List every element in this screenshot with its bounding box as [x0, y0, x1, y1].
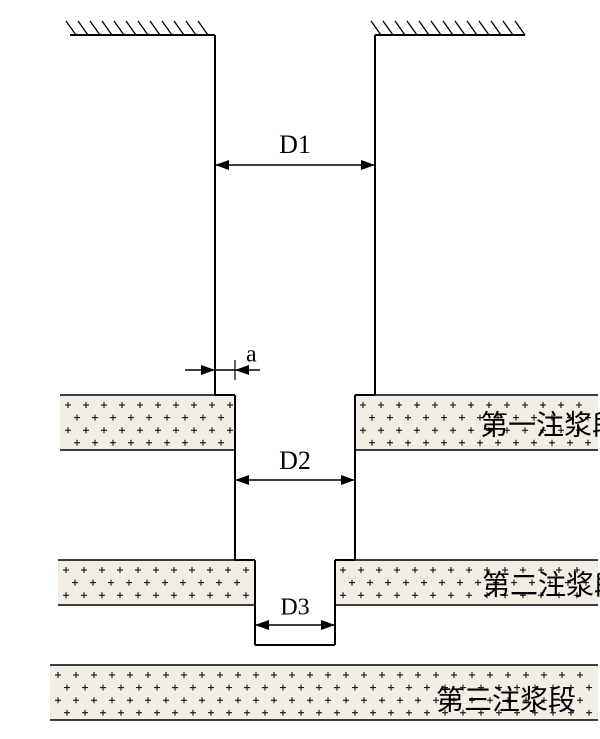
svg-text:第二注浆段: 第二注浆段 — [482, 569, 600, 601]
svg-text:D3: D3 — [280, 595, 309, 621]
svg-text:D2: D2 — [279, 446, 311, 475]
svg-text:第一注浆段: 第一注浆段 — [480, 409, 600, 441]
svg-text:第三注浆段: 第三注浆段 — [436, 684, 576, 716]
svg-text:D1: D1 — [279, 130, 311, 159]
svg-text:a: a — [246, 342, 257, 368]
